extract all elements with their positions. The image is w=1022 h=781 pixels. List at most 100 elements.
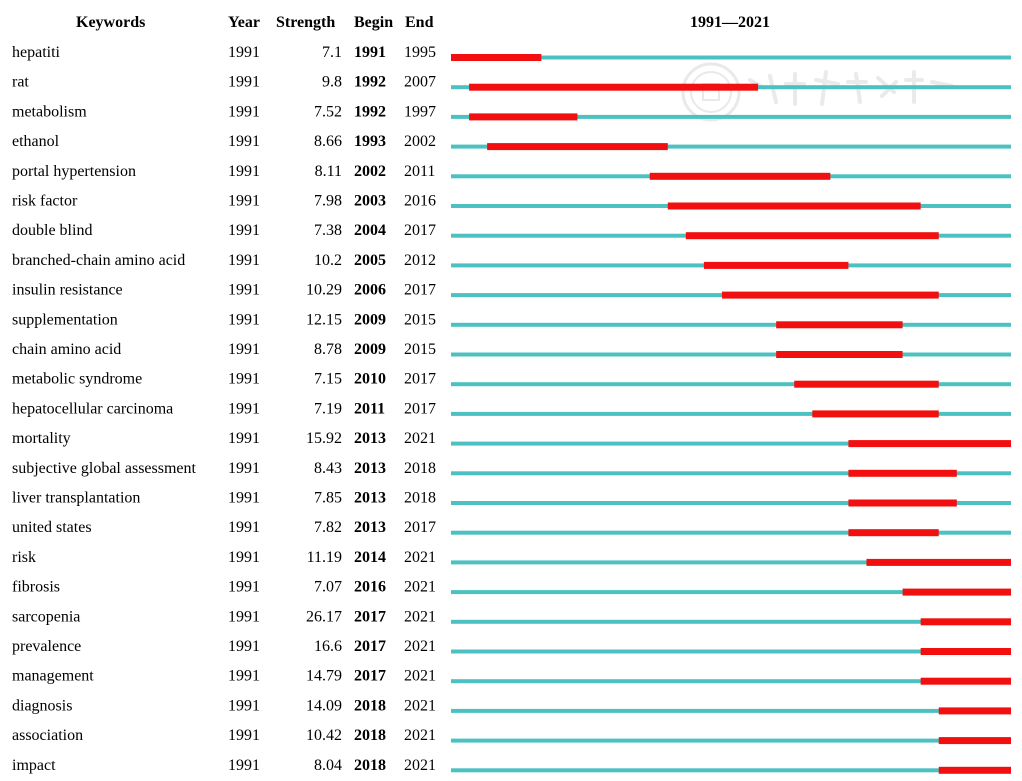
begin-value: 2014 bbox=[354, 549, 386, 566]
end-value: 2021 bbox=[404, 727, 436, 744]
burst-bar bbox=[902, 588, 1011, 596]
burst-bar bbox=[920, 618, 1011, 626]
begin-value: 2009 bbox=[354, 341, 386, 358]
table-row: fibrosis 1991 7.07 2016 2021 bbox=[12, 579, 1011, 596]
burst-bar bbox=[794, 380, 939, 388]
year-value: 1991 bbox=[228, 74, 260, 91]
header-begin: Begin bbox=[354, 14, 393, 31]
keyword-label: portal hypertension bbox=[12, 163, 136, 180]
year-value: 1991 bbox=[228, 400, 260, 417]
keyword-label: metabolic syndrome bbox=[12, 371, 142, 388]
table-row: insulin resistance 1991 10.29 2006 2017 bbox=[12, 282, 1011, 299]
timeline-baseline bbox=[451, 471, 1011, 476]
table-row: metabolism 1991 7.52 1992 1997 bbox=[12, 103, 1011, 121]
burst-bar bbox=[667, 202, 921, 210]
strength-value: 10.42 bbox=[306, 727, 342, 744]
table-row: metabolic syndrome 1991 7.15 2010 2017 bbox=[12, 371, 1011, 388]
end-value: 2021 bbox=[404, 608, 436, 625]
timeline-baseline bbox=[451, 382, 1011, 387]
timeline-baseline bbox=[451, 114, 1011, 119]
burst-bar bbox=[938, 766, 1011, 774]
year-value: 1991 bbox=[228, 727, 260, 744]
strength-value: 14.09 bbox=[306, 697, 342, 714]
timeline-baseline bbox=[451, 649, 1011, 654]
timeline-baseline bbox=[451, 144, 1011, 149]
timeline-baseline bbox=[451, 411, 1011, 416]
year-value: 1991 bbox=[228, 549, 260, 566]
strength-value: 7.15 bbox=[314, 371, 342, 388]
table-row: chain amino acid 1991 8.78 2009 2015 bbox=[12, 341, 1011, 358]
begin-value: 2013 bbox=[354, 519, 386, 536]
keyword-label: risk factor bbox=[12, 193, 78, 210]
year-value: 1991 bbox=[228, 44, 260, 61]
end-value: 2015 bbox=[404, 311, 436, 328]
keyword-label: hepatiti bbox=[12, 44, 61, 61]
year-value: 1991 bbox=[228, 193, 260, 210]
keyword-label: branched-chain amino acid bbox=[12, 252, 185, 269]
begin-value: 2018 bbox=[354, 757, 386, 774]
burst-bar bbox=[848, 440, 1011, 448]
keyword-label: supplementation bbox=[12, 311, 118, 328]
end-value: 2017 bbox=[404, 371, 436, 388]
end-value: 2021 bbox=[404, 697, 436, 714]
table-row: liver transplantation 1991 7.85 2013 2018 bbox=[12, 490, 1011, 507]
begin-value: 2002 bbox=[354, 163, 386, 180]
timeline-baseline bbox=[451, 530, 1011, 535]
header-keywords: Keywords bbox=[76, 14, 145, 31]
year-value: 1991 bbox=[228, 163, 260, 180]
begin-value: 2003 bbox=[354, 193, 386, 210]
timeline-baseline bbox=[451, 352, 1011, 357]
burst-bar bbox=[776, 321, 903, 329]
table-row: rat 1991 9.8 1992 2007 bbox=[12, 74, 1011, 91]
keyword-label: sarcopenia bbox=[12, 608, 80, 625]
begin-value: 2013 bbox=[354, 460, 386, 477]
burst-bar bbox=[938, 737, 1011, 745]
year-value: 1991 bbox=[228, 579, 260, 596]
end-value: 2011 bbox=[404, 163, 435, 180]
keyword-label: mortality bbox=[12, 430, 71, 447]
begin-value: 1992 bbox=[354, 74, 386, 91]
end-value: 2002 bbox=[404, 133, 436, 150]
table-row: branched-chain amino acid 1991 10.2 2005 201… bbox=[12, 252, 1011, 269]
timeline-baseline bbox=[451, 441, 1011, 446]
end-value: 2015 bbox=[404, 341, 436, 358]
burst-bar bbox=[685, 232, 939, 240]
begin-value: 2006 bbox=[354, 282, 386, 299]
year-value: 1991 bbox=[228, 311, 260, 328]
timeline-baseline bbox=[451, 560, 1011, 565]
begin-value: 1992 bbox=[354, 103, 386, 120]
strength-value: 26.17 bbox=[306, 608, 342, 625]
end-value: 2021 bbox=[404, 579, 436, 596]
table-row: management 1991 14.79 2017 2021 bbox=[12, 668, 1011, 685]
year-value: 1991 bbox=[228, 668, 260, 685]
watermark-seal bbox=[681, 62, 954, 122]
table-row: risk factor 1991 7.98 2003 2016 bbox=[12, 193, 1011, 210]
burst-bar bbox=[866, 558, 1011, 566]
keyword-label: management bbox=[12, 668, 94, 685]
table-row: association 1991 10.42 2018 2021 bbox=[12, 727, 1011, 745]
burst-bar bbox=[938, 707, 1011, 715]
keyword-label: double blind bbox=[12, 222, 92, 239]
chart-title: 1991—2021 bbox=[690, 14, 770, 31]
burst-bar bbox=[920, 677, 1011, 685]
burst-bar bbox=[920, 648, 1011, 655]
keyword-label: ethanol bbox=[12, 133, 60, 150]
begin-value: 1993 bbox=[354, 133, 386, 150]
table-row: impact 1991 8.04 2018 2021 bbox=[12, 757, 1011, 774]
burst-bar bbox=[721, 291, 939, 299]
table-row: hepatiti 1991 7.1 1991 1995 bbox=[12, 44, 1011, 61]
table-row: sarcopenia 1991 26.17 2017 2021 bbox=[12, 608, 1011, 626]
keyword-label: united states bbox=[12, 519, 92, 536]
end-value: 2021 bbox=[404, 430, 436, 447]
strength-value: 7.1 bbox=[322, 44, 342, 61]
strength-value: 7.82 bbox=[314, 519, 342, 536]
table-row: hepatocellular carcinoma 1991 7.19 2011 2017 bbox=[12, 400, 1011, 418]
timeline-baseline bbox=[451, 619, 1011, 624]
strength-value: 12.15 bbox=[306, 311, 342, 328]
year-value: 1991 bbox=[228, 133, 260, 150]
year-value: 1991 bbox=[228, 222, 260, 239]
year-value: 1991 bbox=[228, 341, 260, 358]
table-row: supplementation 1991 12.15 2009 2015 bbox=[12, 311, 1011, 329]
keyword-label: insulin resistance bbox=[12, 282, 123, 299]
burst-bar bbox=[451, 54, 542, 61]
